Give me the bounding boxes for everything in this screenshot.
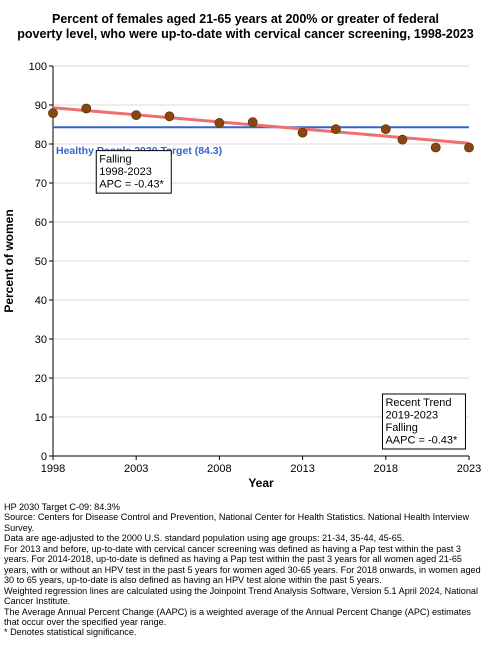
data-points	[48, 103, 474, 153]
chart-title: Percent of females aged 21-65 years at 2…	[0, 12, 491, 42]
x-tick-label: 2013	[290, 463, 314, 475]
footnote-source: Source: Centers for Disease Control and …	[4, 512, 470, 533]
y-tick-label: 100	[29, 61, 47, 73]
y-tick-label: 30	[35, 334, 47, 346]
data-point	[214, 118, 225, 128]
x-tick-label: 2018	[374, 463, 398, 475]
y-axis-ticks: 0 10 20 30 40 50 60 70 80 90 100	[29, 61, 53, 463]
y-tick-label: 0	[41, 451, 47, 463]
footnote-target: HP 2030 Target C-09: 84.3%	[4, 502, 120, 512]
footnote-significance: * Denotes statistical significance.	[4, 627, 137, 638]
annotation-line: 1998-2023	[99, 166, 152, 178]
x-tick-label: 2023	[457, 463, 481, 475]
x-axis-label: Year	[248, 476, 274, 490]
x-tick-label: 1998	[41, 463, 65, 475]
data-point	[430, 142, 441, 153]
data-point	[297, 127, 308, 138]
data-point	[397, 134, 408, 145]
data-point	[164, 111, 175, 122]
y-tick-label: 80	[35, 139, 47, 151]
chart: 0 10 20 30 40 50 60 70 80 90 100 1998 2003 2008 2013 2…	[2, 61, 481, 490]
data-point	[380, 124, 391, 135]
footnote-age-adjustment: Data are age-adjusted to the 2000 U.S. s…	[4, 533, 405, 544]
y-tick-label: 70	[35, 178, 47, 190]
annotation-line: Falling	[385, 422, 417, 434]
y-axis-label: Percent of women	[2, 209, 16, 312]
y-tick-label: 50	[35, 256, 47, 268]
annotation-box	[381, 393, 466, 450]
annotation-line: 2019-2023	[385, 409, 438, 421]
footnotes: HP 2030 Target C-09: 84.3% Source: Cente…	[4, 502, 488, 638]
chart-title-line-2: poverty level, who were up-to-date with …	[17, 27, 474, 41]
annotation-line: AAPC = -0.43*	[385, 434, 458, 446]
chart-title-line-1: Percent of females aged 21-65 years at 2…	[52, 12, 439, 26]
x-tick-label: 2008	[207, 463, 231, 475]
footnote-regression: Weighted regression lines are calculated…	[4, 585, 478, 607]
y-tick-label: 10	[35, 412, 47, 424]
y-tick-label: 90	[35, 100, 47, 112]
annotation-line: Falling	[99, 154, 131, 166]
annotation-line: Recent Trend	[385, 397, 451, 409]
y-tick-label: 20	[35, 373, 47, 385]
data-point	[48, 108, 58, 119]
y-tick-label: 40	[35, 295, 47, 307]
x-axis-ticks: 1998 2003 2008 2013 2018 2023	[41, 456, 481, 475]
footnote-aapc: The Average Annual Percent Change (AAPC)…	[4, 606, 471, 627]
x-tick-label: 2003	[124, 463, 148, 475]
data-point	[330, 124, 341, 135]
data-point	[81, 103, 92, 114]
data-point	[464, 142, 474, 153]
footnote-definition: For 2013 and before, up-to-date with cer…	[4, 543, 481, 586]
data-point	[131, 110, 142, 121]
data-point	[247, 117, 258, 128]
annotation-line: APC = -0.43*	[99, 179, 164, 191]
annotation-box	[95, 150, 172, 194]
y-tick-label: 60	[35, 217, 47, 229]
